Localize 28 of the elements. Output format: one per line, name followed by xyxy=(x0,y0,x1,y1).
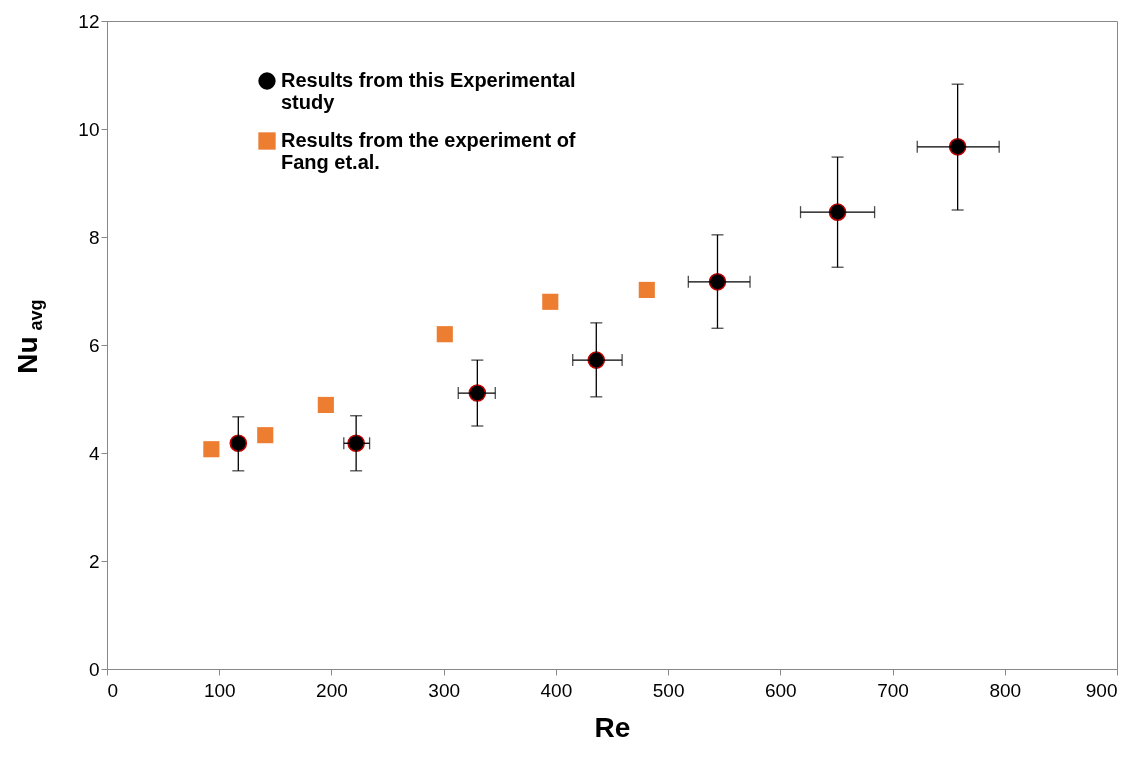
point xyxy=(317,396,334,413)
x-tick-label: 700 xyxy=(877,679,909,701)
y-tick-label: 12 xyxy=(78,10,100,32)
legend-label: Results from the experiment of Fang et.al. xyxy=(281,129,576,173)
y-tick-label: 2 xyxy=(88,550,100,572)
point xyxy=(436,326,453,343)
y-tick-label: 8 xyxy=(88,226,100,248)
x-tick-label: 0 xyxy=(107,679,119,701)
point xyxy=(257,427,274,444)
x-tick-label: 400 xyxy=(540,679,573,701)
point xyxy=(229,434,248,453)
x-tick-label: 600 xyxy=(764,679,797,701)
x-tick-label: 200 xyxy=(316,679,348,701)
point xyxy=(203,441,220,458)
y-tick-label: 0 xyxy=(88,658,100,680)
y-axis-title: Nuavg xyxy=(12,299,46,374)
y-tick-label: 10 xyxy=(78,118,100,140)
point xyxy=(542,293,559,310)
legend-label: Results from this Experimental study xyxy=(281,69,576,113)
x-axis-title: Re xyxy=(594,711,631,743)
x-tick-label: 800 xyxy=(989,679,1022,701)
y-tick-label: 6 xyxy=(88,334,100,356)
y-tick-label: 4 xyxy=(88,442,100,464)
x-tick-label: 300 xyxy=(428,679,461,701)
x-tick-label: 900 xyxy=(1085,679,1118,701)
x-tick-label: 500 xyxy=(652,679,685,701)
point xyxy=(638,281,655,298)
x-tick-label: 100 xyxy=(203,679,236,701)
